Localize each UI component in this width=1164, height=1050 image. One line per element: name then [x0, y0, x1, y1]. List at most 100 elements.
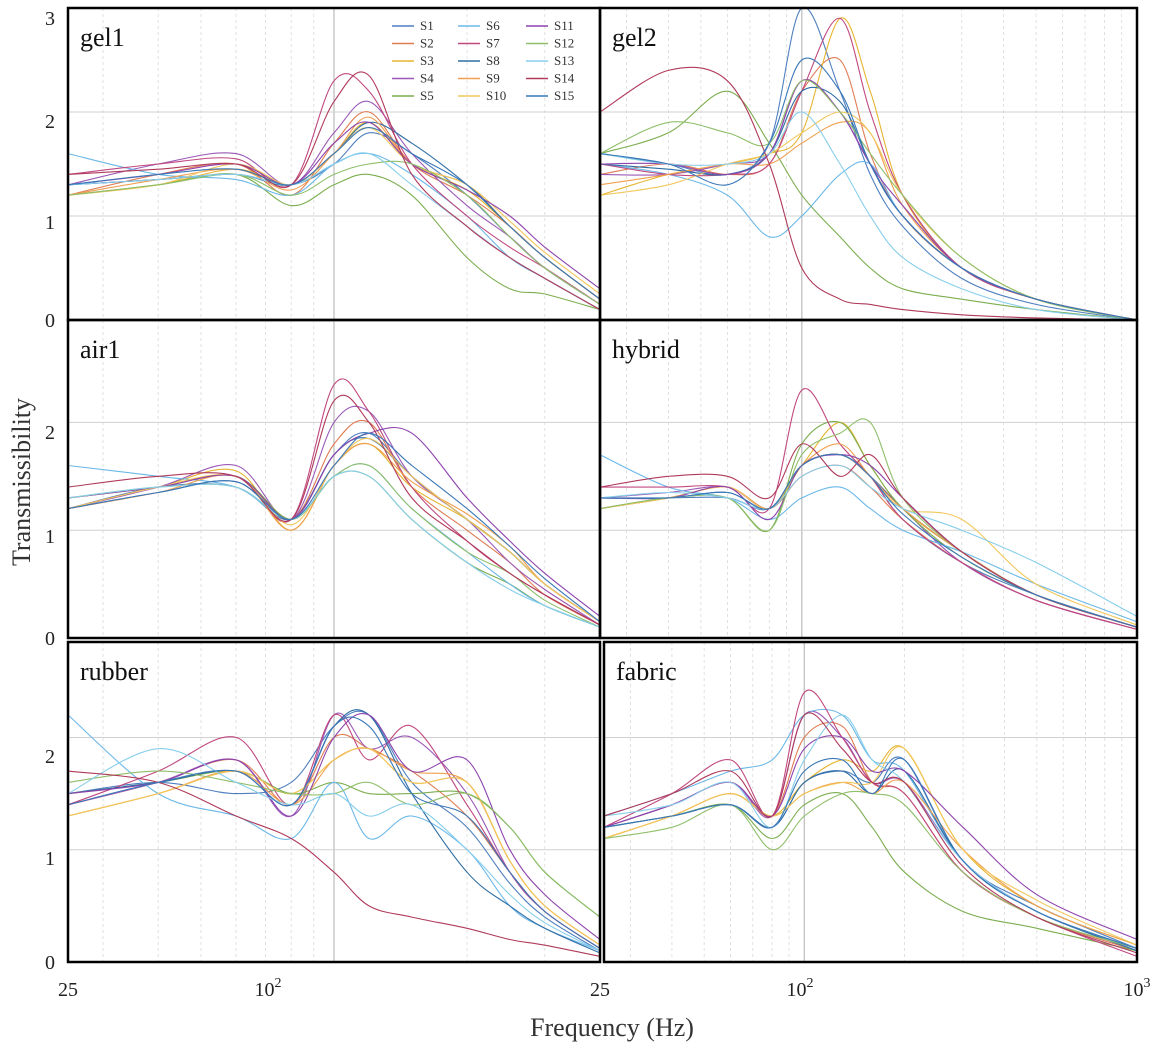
series-line-S5 — [599, 421, 1138, 628]
panel-gel2: gel2 — [598, 6, 1139, 322]
series-line-S11 — [603, 735, 1138, 941]
series-line-S8 — [603, 768, 1138, 952]
series-line-S15 — [67, 716, 601, 949]
legend-label-S11: S11 — [554, 18, 574, 33]
y-axis-title: Transmissibility — [7, 398, 36, 566]
y-tick-label: 3 — [45, 8, 55, 30]
series-line-S10 — [599, 453, 1138, 626]
series-line-S6 — [599, 160, 1138, 321]
y-tick-label: 1 — [45, 526, 55, 548]
series-line-S15 — [599, 453, 1138, 628]
y-tick-label: 2 — [45, 111, 55, 133]
panel-label: air1 — [80, 335, 120, 364]
y-tick-label: 2 — [45, 422, 55, 444]
series-line-S12 — [67, 160, 601, 305]
y-tick-label: 1 — [45, 212, 55, 234]
y-tick-label: 0 — [45, 952, 55, 974]
legend-label-S8: S8 — [486, 53, 500, 68]
series-line-S15 — [603, 757, 1138, 950]
panel-gel1: gel1 — [66, 6, 602, 322]
series-line-S4 — [599, 79, 1138, 321]
series-line-S2 — [603, 721, 1138, 952]
legend-label-S1: S1 — [420, 18, 434, 33]
series-line-S1 — [599, 453, 1138, 628]
y-tick-label: 2 — [45, 746, 55, 768]
series-line-S13 — [603, 714, 1138, 950]
series-line-S10 — [67, 747, 601, 946]
panel-air1: air1 — [66, 318, 602, 640]
series-line-S5 — [603, 792, 1138, 952]
x-tick-label: 25 — [590, 979, 610, 1001]
series-line-S13 — [67, 470, 601, 628]
legend-label-S15: S15 — [554, 88, 574, 103]
legend-label-S12: S12 — [554, 36, 574, 51]
series-line-S2 — [599, 57, 1138, 321]
series-line-S9 — [599, 443, 1138, 628]
series-line-S8 — [599, 453, 1138, 628]
y-tick-label: 0 — [45, 628, 55, 650]
series-line-S11 — [67, 713, 601, 940]
legend-label-S6: S6 — [486, 18, 500, 33]
series-line-S13 — [599, 111, 1138, 321]
legend-label-S13: S13 — [554, 53, 574, 68]
series-line-S5 — [67, 173, 601, 311]
series-line-S15 — [599, 57, 1138, 321]
panel-frame — [598, 318, 1139, 640]
y-tick-label: 1 — [45, 848, 55, 870]
legend-label-S7: S7 — [486, 36, 500, 51]
series-line-S5 — [599, 90, 1138, 321]
panel-frame — [598, 6, 1139, 322]
legend-label-S2: S2 — [420, 36, 434, 51]
series-line-S12 — [603, 790, 1138, 950]
x-tick-label: 25 — [58, 979, 78, 1001]
panel-label: hybrid — [612, 335, 680, 364]
series-line-S14 — [67, 71, 601, 311]
y-tick-label: 0 — [45, 310, 55, 332]
series-line-S13 — [599, 464, 1138, 617]
panel-label: gel2 — [612, 23, 657, 52]
series-line-S6 — [599, 454, 1138, 623]
x-tick-label: 102 — [255, 976, 282, 1001]
panel-hybrid: hybrid — [598, 318, 1139, 640]
panel-label: rubber — [80, 657, 148, 686]
series-line-S12 — [599, 418, 1138, 628]
legend-label-S9: S9 — [486, 71, 500, 86]
series-line-S13 — [67, 748, 601, 952]
series-line-S3 — [599, 421, 1138, 628]
series-line-S6 — [603, 708, 1138, 952]
series-line-S8 — [67, 709, 601, 954]
series-line-S7 — [599, 17, 1138, 321]
legend-label-S3: S3 — [420, 53, 434, 68]
panel-fabric: fabric — [602, 640, 1139, 964]
series-line-S4 — [67, 405, 601, 626]
panel-label: gel1 — [80, 23, 125, 52]
series-line-S11 — [67, 121, 601, 290]
series-line-S14 — [599, 443, 1138, 628]
series-line-S7 — [603, 689, 1138, 957]
x-axis-title: Frequency (Hz) — [530, 1013, 694, 1042]
series-line-S14 — [599, 66, 1138, 321]
panel-label: fabric — [616, 657, 677, 686]
panel-rubber: rubber — [66, 640, 602, 964]
series-line-S10 — [603, 746, 1138, 946]
legend-label-S10: S10 — [486, 88, 506, 103]
panel-frame — [66, 640, 602, 964]
series-line-S10 — [67, 438, 601, 623]
series-line-S12 — [67, 770, 601, 918]
legend: S1 S2 S3 S4 S5 S6 S7 S8 S9 S10 S11 S12 S13 S14 S15 — [392, 18, 575, 103]
legend-label-S5: S5 — [420, 88, 434, 103]
x-tick-label: 102 — [787, 976, 814, 1001]
series-line-S11 — [599, 454, 1138, 628]
legend-label-S14: S14 — [554, 71, 575, 86]
series-line-S7 — [67, 73, 601, 305]
series-line-S15 — [67, 127, 601, 300]
series-line-S14 — [67, 394, 601, 626]
series-line-S7 — [600, 388, 1138, 630]
series-line-S14 — [603, 712, 1138, 954]
legend-label-S4: S4 — [420, 71, 434, 86]
series-line-S12 — [599, 79, 1138, 321]
series-line-S11 — [599, 79, 1138, 321]
x-tick-label: 103 — [1124, 976, 1151, 1001]
panel-frame — [602, 640, 1139, 964]
